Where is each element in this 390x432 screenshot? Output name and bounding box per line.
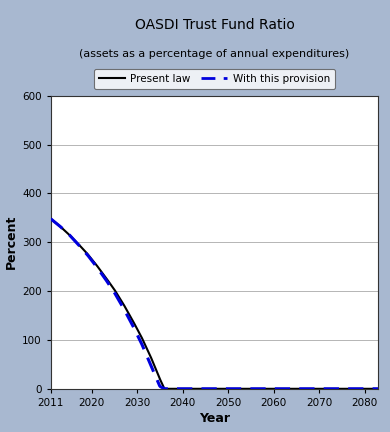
Y-axis label: Percent: Percent [5,215,18,270]
X-axis label: Year: Year [199,412,230,425]
Text: (assets as a percentage of annual expenditures): (assets as a percentage of annual expend… [80,50,349,60]
Text: OASDI Trust Fund Ratio: OASDI Trust Fund Ratio [135,18,294,32]
Legend: Present law, With this provision: Present law, With this provision [94,69,335,89]
